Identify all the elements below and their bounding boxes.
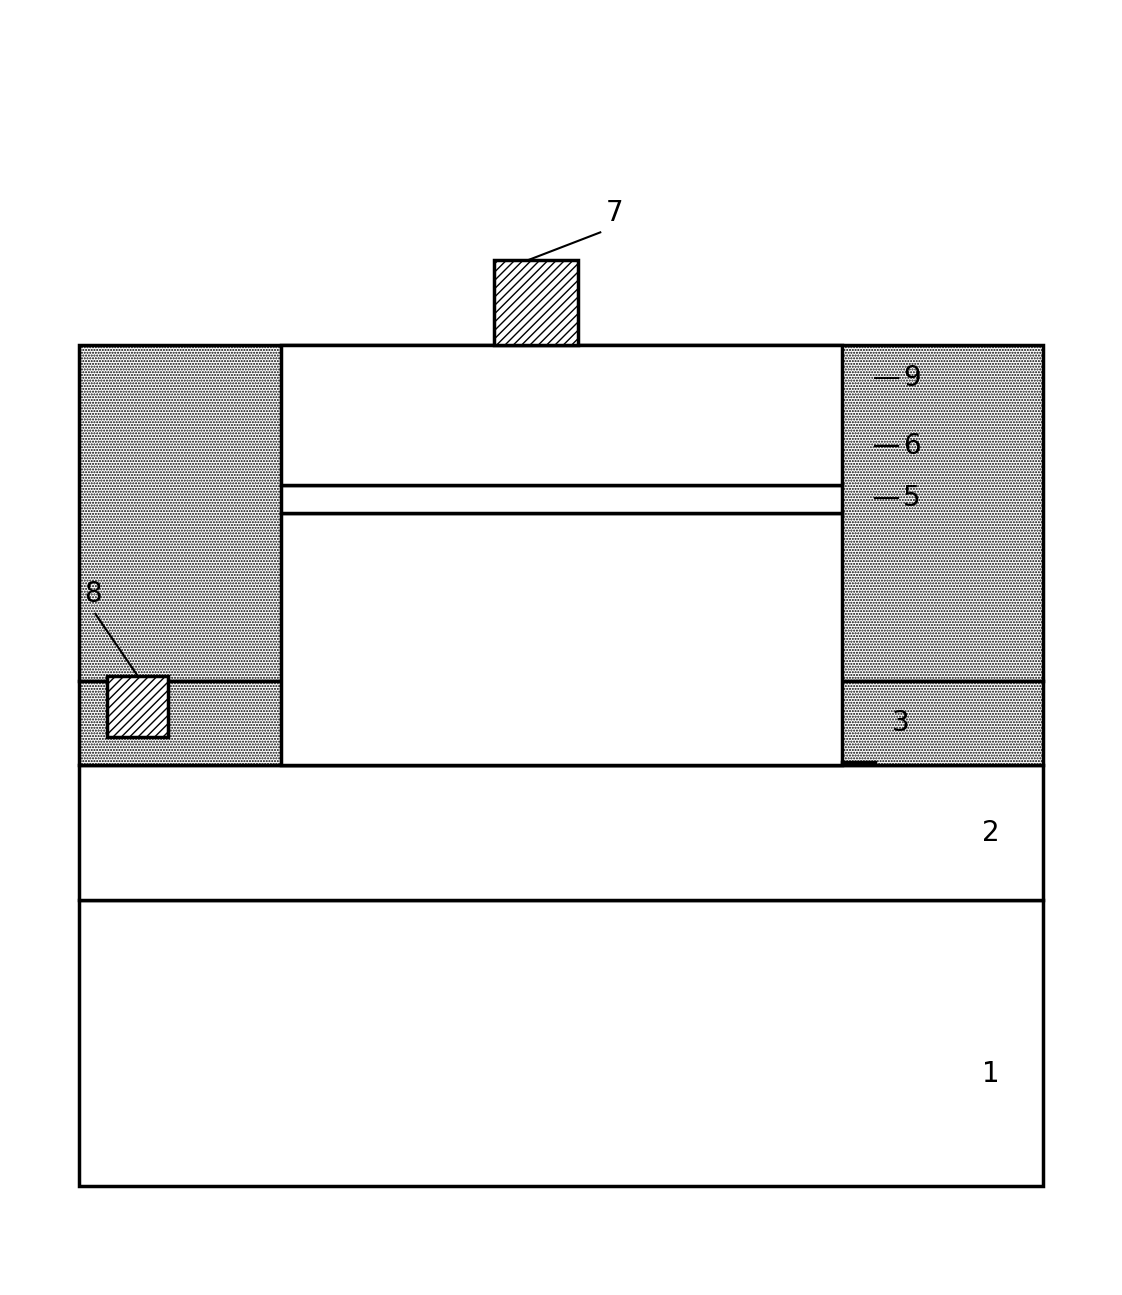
- Bar: [79, 765, 1043, 900]
- Bar: [280, 484, 842, 513]
- Text: 1: 1: [982, 1059, 1000, 1088]
- Bar: [79, 344, 1043, 681]
- Text: 9: 9: [903, 364, 921, 392]
- Text: 6: 6: [903, 431, 921, 460]
- Text: 5: 5: [903, 484, 921, 513]
- Text: 2: 2: [982, 818, 1000, 847]
- Text: 7: 7: [606, 198, 624, 227]
- Bar: [79, 681, 1043, 765]
- Bar: [280, 513, 842, 765]
- Text: 4: 4: [780, 633, 798, 662]
- Bar: [494, 260, 578, 344]
- Bar: [107, 676, 168, 737]
- Text: 3: 3: [892, 710, 910, 737]
- Text: 8: 8: [84, 580, 102, 609]
- Bar: [79, 900, 1043, 1186]
- Bar: [280, 344, 842, 484]
